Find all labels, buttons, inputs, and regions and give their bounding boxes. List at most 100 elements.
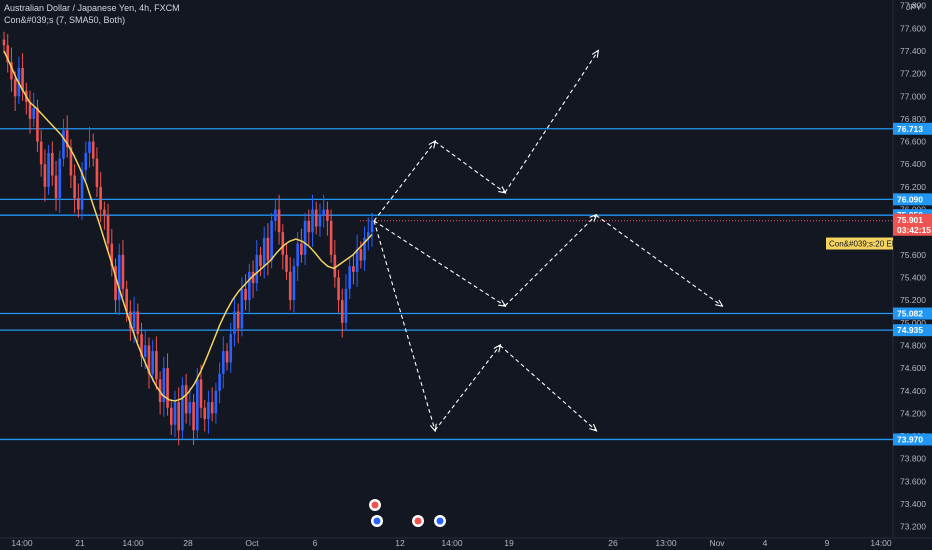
time-tick-label: 4 xyxy=(763,538,768,548)
candle-body xyxy=(140,334,143,357)
candle-body xyxy=(151,351,154,374)
price-tick-label: 76.200 xyxy=(900,182,926,192)
candle-body xyxy=(222,351,225,374)
candle-body xyxy=(348,266,351,289)
candle-body xyxy=(281,232,285,255)
price-tick-label: 75.000 xyxy=(900,318,926,328)
level-price-label: 76.090 xyxy=(897,194,923,204)
candle-body xyxy=(329,220,333,255)
candle-body xyxy=(225,351,229,363)
candle-body xyxy=(262,237,266,267)
candle-body xyxy=(210,402,214,414)
candle-body xyxy=(366,232,370,238)
candle-body xyxy=(240,288,244,329)
candle-body xyxy=(337,277,340,301)
ema-tag xyxy=(826,237,893,250)
candle-body xyxy=(251,271,255,284)
projection-arrow xyxy=(504,215,596,307)
time-tick-label: Oct xyxy=(245,538,259,548)
candle-body xyxy=(236,311,240,329)
candle-body xyxy=(184,385,188,414)
time-tick-label: 14:00 xyxy=(441,538,463,548)
price-tick-label: 76.400 xyxy=(900,159,926,169)
candle-body xyxy=(58,158,62,199)
price-tick-label: 75.600 xyxy=(900,250,926,260)
price-tick-label: 75.200 xyxy=(900,295,926,305)
sma-line xyxy=(3,50,373,402)
projection-arrow xyxy=(595,214,722,306)
time-tick-label: 14:00 xyxy=(11,538,33,548)
candle-body xyxy=(359,249,363,261)
candle-body xyxy=(155,351,158,380)
candle-body xyxy=(28,101,32,119)
countdown-label: 03:42:15 xyxy=(897,225,931,235)
candle-body xyxy=(326,209,329,221)
candle-body xyxy=(132,311,136,329)
level-price-tag xyxy=(893,193,932,206)
price-tick-label: 77.400 xyxy=(900,46,926,56)
price-tick-label: 74.200 xyxy=(900,408,926,418)
candle-body xyxy=(285,254,288,272)
candle-body xyxy=(244,288,247,301)
candle-body xyxy=(169,407,173,425)
level-price-label: 73.970 xyxy=(897,434,923,444)
candle-body xyxy=(333,254,337,278)
candle-body xyxy=(352,266,355,272)
candle-body xyxy=(181,385,184,431)
level-price-tag xyxy=(893,307,932,320)
candle-body xyxy=(277,209,281,233)
candle-body xyxy=(203,407,207,420)
candle-body xyxy=(162,368,166,403)
candle-body xyxy=(147,345,151,374)
candle-body xyxy=(195,379,199,431)
candle-body xyxy=(229,334,233,363)
candle-body xyxy=(10,62,13,80)
candle-body xyxy=(136,311,140,335)
price-tick-label: 76.600 xyxy=(900,137,926,147)
time-tick-label: 13:00 xyxy=(655,538,677,548)
candle-body xyxy=(311,209,314,233)
ema-tag-label: Con&#039;s:20 EMA xyxy=(829,240,904,249)
candle-body xyxy=(355,249,359,272)
time-tick-label: 14:00 xyxy=(122,538,144,548)
candle-body xyxy=(288,271,292,301)
event-marker-dot xyxy=(371,501,379,509)
candle-body xyxy=(370,220,374,233)
candle-body xyxy=(255,254,259,284)
level-price-tag xyxy=(893,433,932,446)
time-tick-label: 9 xyxy=(825,538,830,548)
candle-body xyxy=(77,198,80,210)
candle-body xyxy=(207,402,210,420)
time-tick-label: 21 xyxy=(75,538,85,548)
candle-body xyxy=(69,147,73,176)
candle-body xyxy=(129,311,132,329)
price-currency-label: JPY xyxy=(906,2,922,12)
price-tick-label: 76.800 xyxy=(900,114,926,124)
candle-body xyxy=(21,67,24,91)
candle-body xyxy=(292,266,296,301)
candle-body xyxy=(177,402,181,431)
candle-body xyxy=(143,345,147,357)
candle-body xyxy=(110,243,114,267)
projection-arrow xyxy=(373,220,505,306)
projection-arrow xyxy=(499,345,596,430)
candle-body xyxy=(62,130,65,159)
symbol-title: Australian Dollar / Japanese Yen, 4h, FX… xyxy=(4,3,180,13)
candle-body xyxy=(2,39,6,46)
candle-body xyxy=(65,130,69,148)
price-tick-label: 74.800 xyxy=(900,340,926,350)
time-tick-label: 26 xyxy=(608,538,618,548)
candle-body xyxy=(199,379,203,408)
level-price-label: 75.082 xyxy=(897,309,923,319)
candle-body xyxy=(114,266,117,301)
candle-body xyxy=(314,209,318,227)
candle-body xyxy=(54,175,58,199)
candle-body xyxy=(166,368,169,408)
candle-body xyxy=(318,215,322,227)
time-tick-label: 14:00 xyxy=(870,538,892,548)
time-tick-label: 6 xyxy=(313,538,318,548)
indicator-legend[interactable]: Con&#039;s (7, SMA50, Both) xyxy=(4,15,126,25)
current-price-label: 75.901 xyxy=(897,215,923,225)
